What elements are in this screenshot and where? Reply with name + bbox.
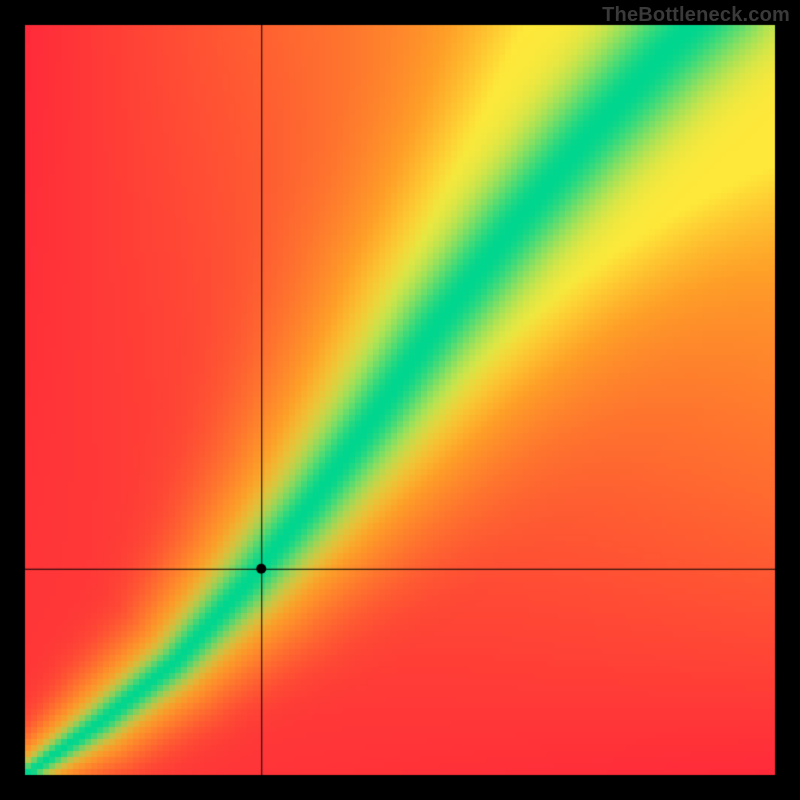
watermark-text: TheBottleneck.com bbox=[602, 4, 790, 27]
chart-container: TheBottleneck.com bbox=[0, 0, 800, 800]
heatmap-canvas bbox=[0, 0, 800, 800]
